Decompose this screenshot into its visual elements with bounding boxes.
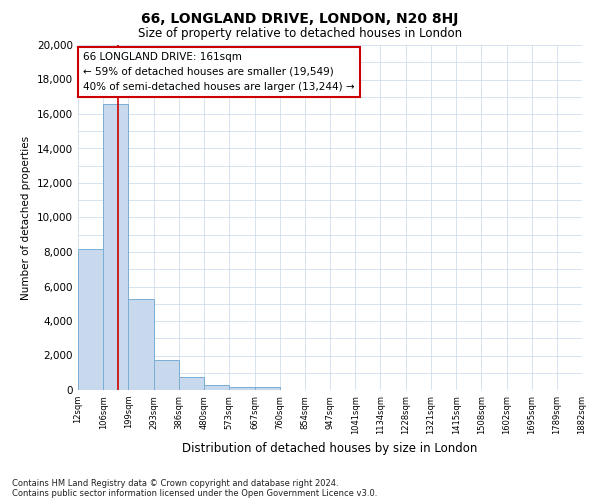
Bar bbox=[179, 377, 204, 390]
Bar bbox=[204, 385, 229, 390]
Bar bbox=[154, 360, 179, 390]
Y-axis label: Number of detached properties: Number of detached properties bbox=[22, 136, 31, 300]
Text: 66 LONGLAND DRIVE: 161sqm
← 59% of detached houses are smaller (19,549)
40% of s: 66 LONGLAND DRIVE: 161sqm ← 59% of detac… bbox=[83, 52, 355, 92]
Text: Contains public sector information licensed under the Open Government Licence v3: Contains public sector information licen… bbox=[12, 488, 377, 498]
Bar bbox=[103, 104, 128, 390]
X-axis label: Distribution of detached houses by size in London: Distribution of detached houses by size … bbox=[182, 442, 478, 456]
Bar bbox=[78, 248, 103, 390]
Bar bbox=[254, 386, 280, 390]
Bar bbox=[229, 386, 254, 390]
Bar bbox=[128, 298, 154, 390]
Text: Size of property relative to detached houses in London: Size of property relative to detached ho… bbox=[138, 28, 462, 40]
Text: Contains HM Land Registry data © Crown copyright and database right 2024.: Contains HM Land Registry data © Crown c… bbox=[12, 478, 338, 488]
Text: 66, LONGLAND DRIVE, LONDON, N20 8HJ: 66, LONGLAND DRIVE, LONDON, N20 8HJ bbox=[142, 12, 458, 26]
